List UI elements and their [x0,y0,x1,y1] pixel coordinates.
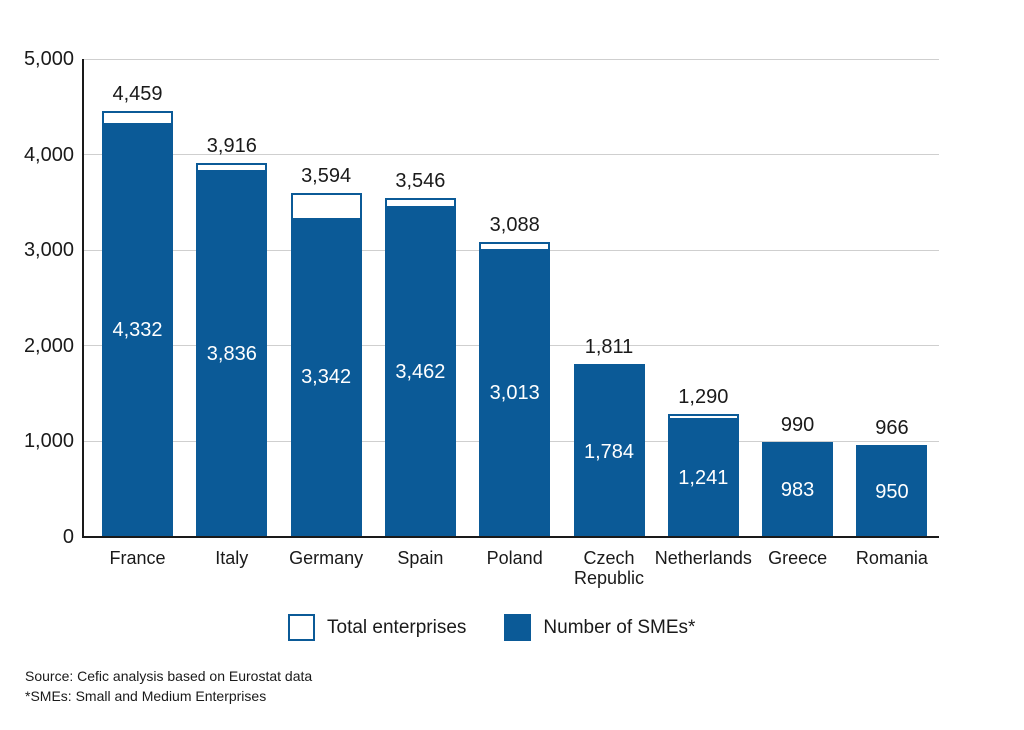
legend-label-total-enterprises: Total enterprises [327,616,467,638]
total-enterprises-swatch [288,614,315,641]
y-tick-label: 1,000 [23,430,74,453]
total-value-label: 3,594 [301,165,352,188]
x-axis-label: Italy [215,548,249,568]
y-axis-line [82,59,84,538]
legend-label-number-of-smes: Number of SMEs* [543,616,696,638]
total-value-label: 1,811 [584,335,634,358]
smes-bar [384,206,456,537]
y-tick-label: 2,000 [23,334,74,357]
x-axis-label: Greece [768,548,828,568]
sme-value-label: 4,332 [112,318,163,341]
total-value-label: 990 [780,414,815,437]
legend-item-total-enterprises: Total enterprises [288,614,466,641]
sme-value-label: 1,784 [583,440,635,463]
total-value-label: 966 [875,416,909,439]
x-axis-label: Poland [486,548,543,568]
x-axis-label: Spain [397,548,444,568]
source-note: Source: Cefic analysis based on Eurostat… [25,668,313,684]
smes-bar [479,248,551,537]
y-tick-label: 3,000 [23,239,74,262]
y-tick-label: 0 [62,526,74,548]
legend: Total enterprises Number of SMEs* [288,614,695,641]
y-tick-label: 5,000 [23,48,74,70]
total-value-label: 3,088 [489,213,540,236]
sme-value-label: 1,241 [678,466,729,489]
x-axis-label: Romania [855,548,928,568]
smes-bar [762,443,834,537]
smes-bar [196,170,268,537]
total-value-label: 1,290 [678,385,729,408]
legend-item-number-of-smes: Number of SMEs* [504,614,695,641]
y-tick-label: 4,000 [23,143,74,166]
sme-value-label: 3,462 [395,360,446,383]
gridline [83,154,939,156]
total-value-label: 3,916 [206,134,257,157]
sme-value-label: 983 [780,479,815,501]
x-axis-line [82,536,939,538]
sme-value-label: 3,342 [301,366,352,389]
x-axis-label: France [109,548,166,568]
x-axis-label: Czech Republic [573,548,645,588]
sme-value-label: 950 [875,480,909,503]
x-axis-label: Netherlands [654,548,752,568]
footer: Source: Cefic analysis based on Eurostat… [25,666,312,706]
smes-bar [856,446,928,537]
sme-value-label: 3,013 [489,381,540,404]
gridline [83,58,939,60]
smes-bar [573,366,645,537]
smes-swatch [504,614,532,641]
smes-bar [102,122,173,537]
x-axis-label: Germany [289,548,364,568]
smes-bar [290,217,362,537]
total-value-label: 4,459 [112,82,163,105]
sme-value-label: 3,836 [206,342,257,365]
smes-bar [667,418,739,537]
total-value-label: 3,546 [395,170,446,192]
smes-definition-note: *SMEs: Small and Medium Enterprises [25,688,267,704]
